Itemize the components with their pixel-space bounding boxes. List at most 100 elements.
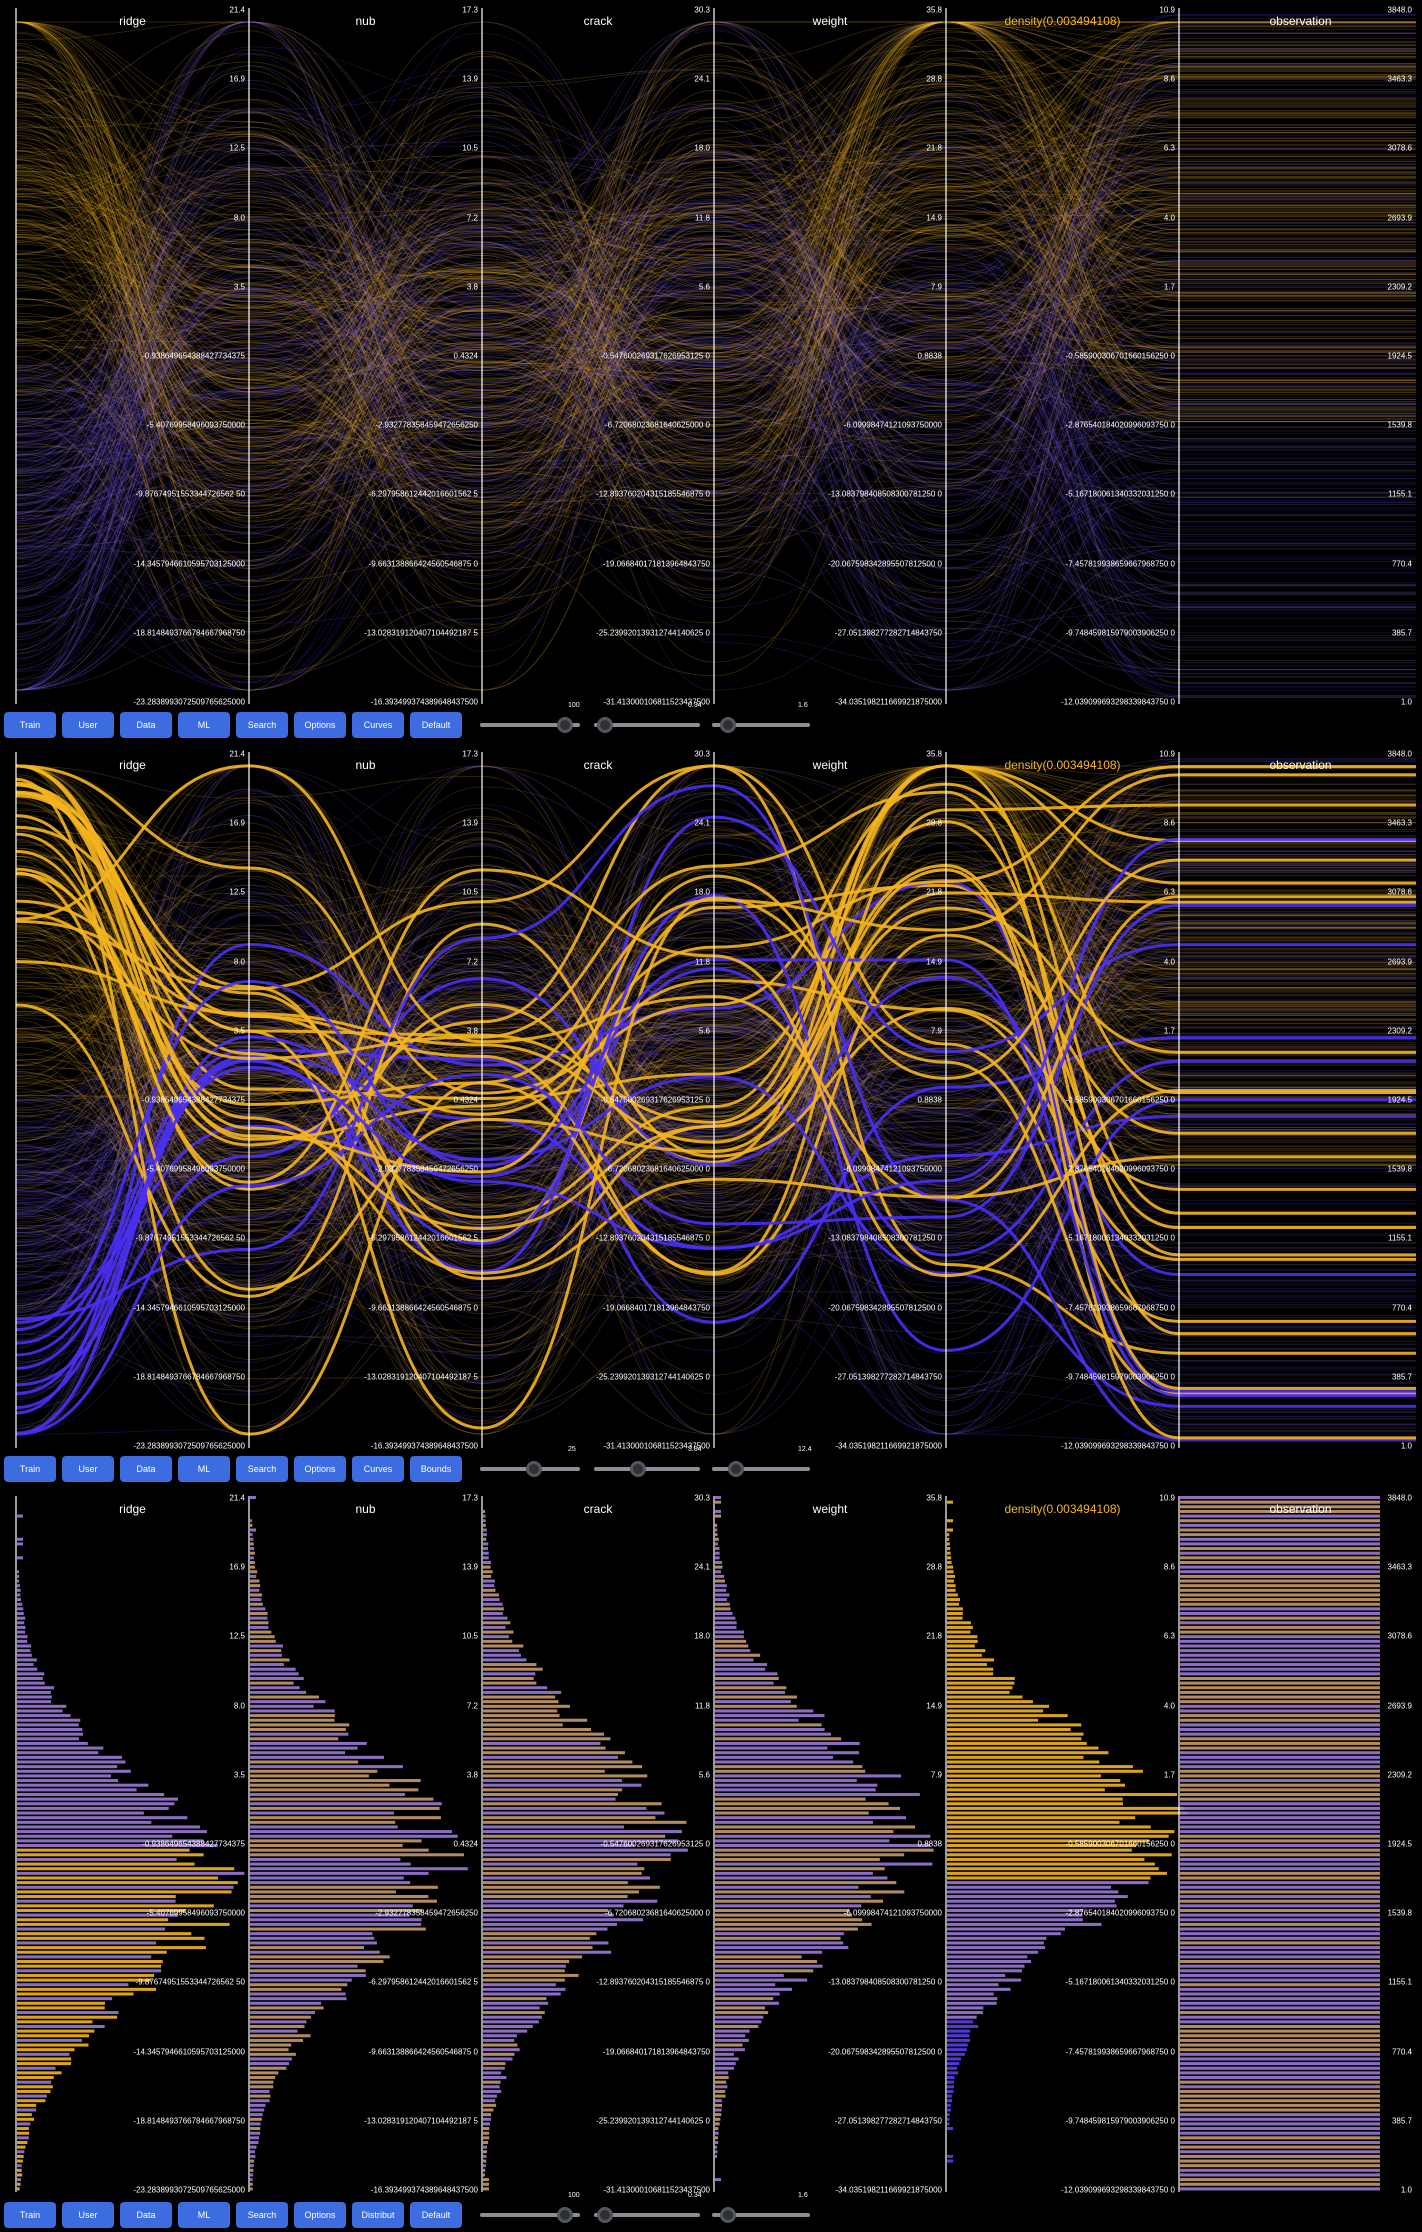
bounds-button[interactable]: Bounds xyxy=(410,1456,462,1482)
slider-knob[interactable] xyxy=(526,1461,543,1477)
data-button[interactable]: Data xyxy=(120,1456,172,1482)
data-button[interactable]: Data xyxy=(120,2202,172,2228)
slider-1[interactable] xyxy=(594,717,700,733)
axis-title-2[interactable]: crack xyxy=(583,758,613,772)
options-button[interactable]: Options xyxy=(294,712,346,738)
slider-knob[interactable] xyxy=(557,2207,574,2223)
search-button[interactable]: Search xyxy=(236,712,288,738)
ml-button[interactable]: ML xyxy=(178,712,230,738)
slider-track[interactable] xyxy=(594,1467,700,1471)
curves-plot-2[interactable] xyxy=(0,744,1422,1452)
default-button[interactable]: Default xyxy=(410,2202,462,2228)
slider-track[interactable] xyxy=(480,2213,580,2217)
axis-title-3[interactable]: weight xyxy=(812,758,848,772)
slider-0[interactable] xyxy=(480,1461,580,1477)
train-button[interactable]: Train xyxy=(4,2202,56,2228)
highlighted-curve[interactable] xyxy=(15,764,1416,1230)
ml-button[interactable]: ML xyxy=(178,1456,230,1482)
highlighted-curve[interactable] xyxy=(15,837,1416,1370)
axis-title-4[interactable]: density(0.003494108) xyxy=(1004,14,1121,28)
axis-tick-label: 8.6 xyxy=(1163,818,1175,828)
slider-track[interactable] xyxy=(594,2213,700,2217)
highlighted-curve[interactable] xyxy=(15,790,1416,1281)
slider-knob[interactable] xyxy=(630,1461,646,1477)
axis-title-3[interactable]: weight xyxy=(812,14,848,28)
slider-2[interactable] xyxy=(712,1461,810,1477)
slider-track[interactable] xyxy=(712,723,810,727)
slider-2[interactable] xyxy=(712,717,810,733)
highlighted-curve[interactable] xyxy=(15,903,1416,1436)
axis-title-0[interactable]: ridge xyxy=(119,14,146,28)
data-curve xyxy=(15,21,1416,630)
highlighted-curve[interactable] xyxy=(15,764,1416,1355)
highlighted-curve[interactable] xyxy=(15,794,1416,1276)
axis-title-0[interactable]: ridge xyxy=(119,1502,146,1516)
histogram-bar xyxy=(715,1635,744,1639)
slider-knob[interactable] xyxy=(557,717,574,733)
default-button[interactable]: Default xyxy=(410,712,462,738)
highlighted-curve[interactable] xyxy=(15,814,1416,1174)
highlighted-curve[interactable] xyxy=(15,764,1416,1201)
slider-track[interactable] xyxy=(480,723,580,727)
axis-title-1[interactable]: nub xyxy=(355,14,376,28)
highlighted-curve[interactable] xyxy=(15,922,1416,1298)
highlighted-curve[interactable] xyxy=(15,764,1416,1215)
search-button[interactable]: Search xyxy=(236,2202,288,2228)
train-button[interactable]: Train xyxy=(4,712,56,738)
histogram-bar xyxy=(250,1570,258,1574)
highlighted-curve[interactable] xyxy=(15,764,1416,1323)
highlighted-curve[interactable] xyxy=(15,975,1416,1387)
slider-track[interactable] xyxy=(712,1467,810,1471)
data-curve xyxy=(15,878,1416,1326)
curves-button[interactable]: Curves xyxy=(352,712,404,738)
highlighted-curve[interactable] xyxy=(15,781,1416,1390)
curves-button[interactable]: Curves xyxy=(352,1456,404,1482)
data-button[interactable]: Data xyxy=(120,712,172,738)
axis-title-5[interactable]: observation xyxy=(1269,758,1332,772)
histogram-plot-3[interactable] xyxy=(0,1488,1422,2198)
slider-0[interactable] xyxy=(480,2207,580,2223)
highlighted-curve[interactable] xyxy=(15,849,1416,1278)
search-button[interactable]: Search xyxy=(236,1456,288,1482)
axis-title-1[interactable]: nub xyxy=(355,1502,376,1516)
slider-knob[interactable] xyxy=(728,1461,745,1477)
axis-title-2[interactable]: crack xyxy=(583,14,613,28)
slider-1[interactable] xyxy=(594,2207,700,2223)
axis-title-4[interactable]: density(0.003494108) xyxy=(1004,1502,1121,1516)
train-button[interactable]: Train xyxy=(4,1456,56,1482)
user-button[interactable]: User xyxy=(62,2202,114,2228)
user-button[interactable]: User xyxy=(62,712,114,738)
axis-title-5[interactable]: observation xyxy=(1269,14,1332,28)
slider-1[interactable] xyxy=(594,1461,700,1477)
highlighted-curve[interactable] xyxy=(15,958,1416,1398)
highlighted-curve[interactable] xyxy=(15,783,1416,1430)
user-button[interactable]: User xyxy=(62,1456,114,1482)
histogram-bar xyxy=(1180,1732,1380,1736)
histogram-bar xyxy=(250,1908,423,1912)
slider-knob[interactable] xyxy=(596,717,613,733)
options-button[interactable]: Options xyxy=(294,2202,346,2228)
highlighted-curve[interactable] xyxy=(15,1054,1416,1396)
data-curve xyxy=(15,48,1416,606)
axis-title-2[interactable]: crack xyxy=(583,1502,613,1516)
highlighted-curve[interactable] xyxy=(15,764,1416,1219)
axis-title-1[interactable]: nub xyxy=(355,758,376,772)
slider-track[interactable] xyxy=(594,723,700,727)
distribut-button[interactable]: Distribut xyxy=(352,2202,404,2228)
slider-knob[interactable] xyxy=(720,717,737,733)
options-button[interactable]: Options xyxy=(294,1456,346,1482)
slider-2[interactable] xyxy=(712,2207,810,2223)
slider-0[interactable] xyxy=(480,717,580,733)
slider-track[interactable] xyxy=(712,2213,810,2217)
axis-title-5[interactable]: observation xyxy=(1269,1502,1332,1516)
ml-button[interactable]: ML xyxy=(178,2202,230,2228)
axis-title-3[interactable]: weight xyxy=(812,1502,848,1516)
highlighted-curve[interactable] xyxy=(15,764,1416,1095)
axis-tick-label: 17.3 xyxy=(462,749,478,759)
curves-plot-1[interactable] xyxy=(0,0,1422,708)
slider-knob[interactable] xyxy=(720,2207,737,2223)
axis-title-4[interactable]: density(0.003494108) xyxy=(1004,758,1121,772)
slider-knob[interactable] xyxy=(596,2207,613,2223)
highlighted-curve[interactable] xyxy=(15,790,1416,1336)
axis-title-0[interactable]: ridge xyxy=(119,758,146,772)
